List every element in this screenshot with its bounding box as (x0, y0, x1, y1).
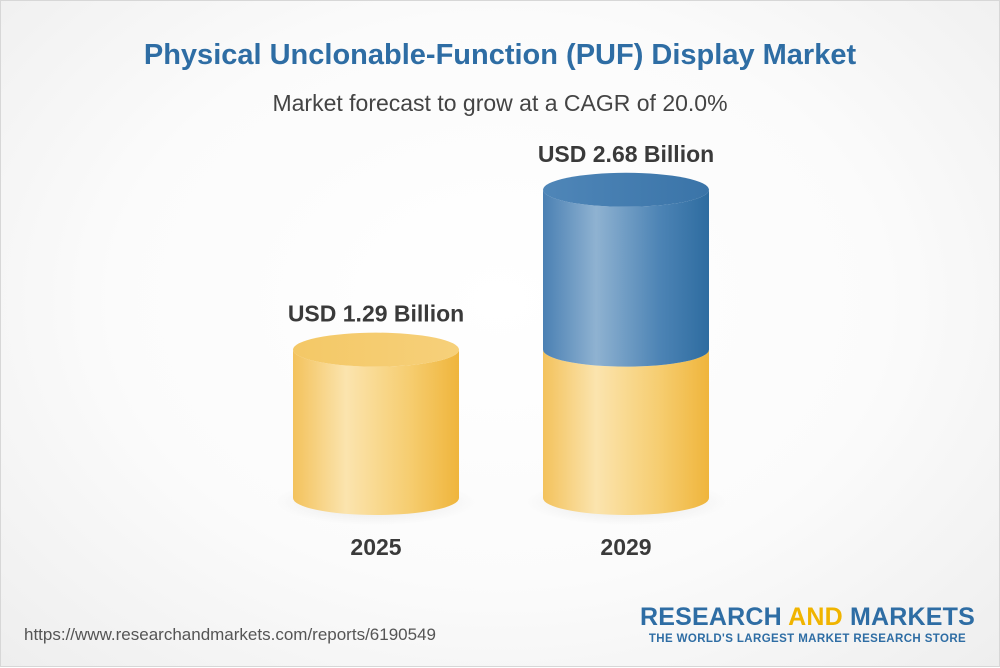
chart-title: Physical Unclonable-Function (PUF) Displ… (143, 39, 857, 71)
brand-tagline: THE WORLD'S LARGEST MARKET RESEARCH STOR… (648, 633, 967, 645)
brand-logo: RESEARCH AND MARKETS THE WORLD'S LARGEST… (640, 603, 975, 645)
bar-top-2025 (293, 332, 459, 367)
x-tick-label-2029: 2029 (600, 534, 651, 560)
brand-part-research: RESEARCH (639, 603, 789, 631)
data-label-2025: USD 1.29 Billion (288, 301, 464, 327)
bar-2025 (293, 349, 459, 515)
bar-base-segment-2029 (543, 349, 709, 515)
x-tick-label-2025: 2025 (350, 534, 401, 560)
brand-name: RESEARCH AND MARKETS (640, 603, 975, 632)
bar-growth-segment-2029 (543, 189, 709, 367)
bar-top-2029 (543, 172, 709, 207)
chart-subtitle: Market forecast to grow at a CAGR of 20.… (272, 90, 728, 116)
brand-part-markets: MARKETS (842, 603, 975, 631)
brand-part-and: AND (788, 603, 843, 631)
report-url[interactable]: https://www.researchandmarkets.com/repor… (24, 625, 436, 644)
data-label-2029: USD 2.68 Billion (538, 141, 714, 167)
